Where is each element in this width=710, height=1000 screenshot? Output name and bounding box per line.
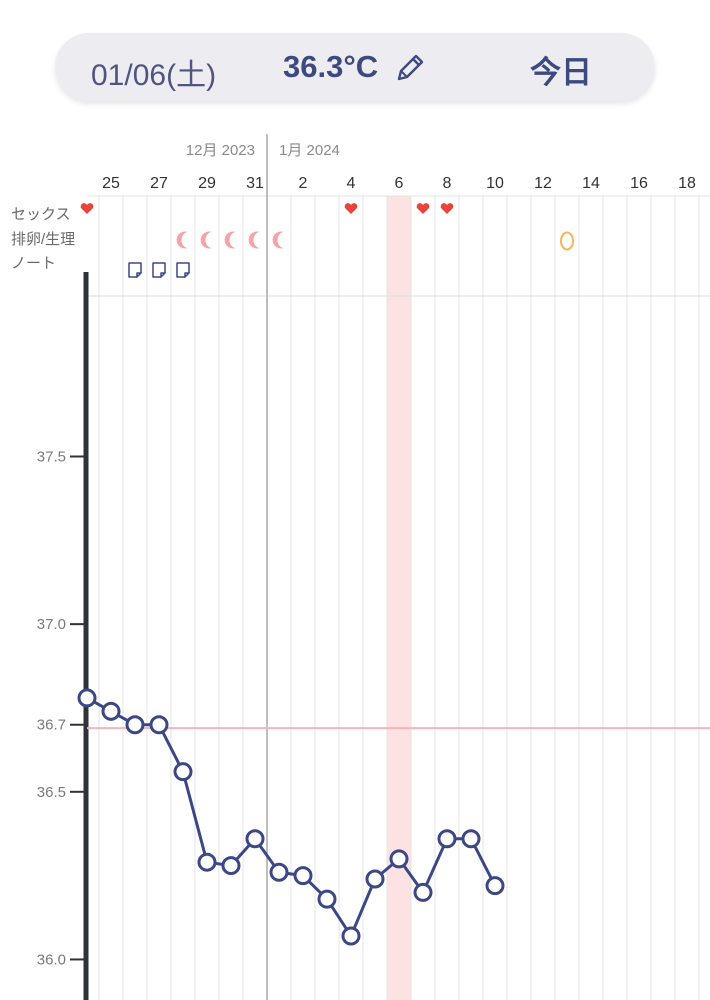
- y-tick-label: 37.0: [37, 616, 66, 633]
- y-tick-label: 36.5: [37, 784, 66, 801]
- x-tick-label: 2: [299, 175, 308, 192]
- temperature-point[interactable]: [269, 862, 289, 882]
- temperature-point[interactable]: [341, 926, 361, 946]
- temperature-point[interactable]: [293, 866, 313, 886]
- temperature-point[interactable]: [485, 876, 505, 896]
- moon-icon: [176, 231, 188, 249]
- moon-icon: [248, 231, 260, 249]
- x-tick-label: 14: [582, 175, 600, 192]
- temperature-point[interactable]: [173, 762, 193, 782]
- heart-icon: [416, 203, 430, 214]
- temperature-point[interactable]: [125, 715, 145, 735]
- row-label: セックス: [11, 206, 71, 223]
- heart-icon: [80, 203, 94, 214]
- temperature-point[interactable]: [77, 688, 97, 708]
- temperature-point[interactable]: [221, 856, 241, 876]
- moon-icon: [272, 231, 284, 249]
- header-bar: 01/06(土) 36.3°C 今日: [55, 33, 655, 101]
- x-tick-label: 18: [678, 175, 696, 192]
- row-label: ノート: [11, 255, 56, 272]
- x-tick-label: 8: [443, 175, 452, 192]
- moon-icon: [200, 231, 212, 249]
- temperature-value[interactable]: 36.3°C: [283, 49, 379, 84]
- heart-icon: [440, 203, 454, 214]
- x-tick-label: 16: [630, 175, 648, 192]
- temperature-point[interactable]: [437, 829, 457, 849]
- x-tick-label: 27: [150, 175, 168, 192]
- temperature-point[interactable]: [149, 715, 169, 735]
- row-label: 排卵/生理: [11, 231, 75, 248]
- x-tick-label: 6: [395, 175, 404, 192]
- selected-day-band: [387, 196, 411, 1000]
- temperature-point[interactable]: [317, 889, 337, 909]
- moon-icon: [224, 231, 236, 249]
- egg-icon: [560, 231, 574, 251]
- x-tick-label: 31: [246, 175, 264, 192]
- x-tick-label: 10: [486, 175, 504, 192]
- temperature-point[interactable]: [365, 869, 385, 889]
- month-label: 1月 2024: [279, 142, 340, 159]
- temperature-point[interactable]: [461, 829, 481, 849]
- temperature-point[interactable]: [389, 849, 409, 869]
- temperature-chart[interactable]: 12月 2023 1月 2024 25 27 29 31 2 4 6 8 10 12 14 16 18 セック…: [0, 120, 710, 1000]
- y-tick-label: 36.0: [37, 951, 66, 968]
- heart-icon: [344, 203, 358, 214]
- y-tick-label: 37.5: [37, 449, 66, 466]
- note-icon: [152, 262, 166, 278]
- x-tick-label: 25: [102, 175, 120, 192]
- temperature-point[interactable]: [245, 829, 265, 849]
- temperature-point[interactable]: [413, 882, 433, 902]
- temperature-point[interactable]: [197, 852, 217, 872]
- y-tick-label: 36.7: [37, 717, 66, 734]
- x-tick-label: 29: [198, 175, 216, 192]
- note-icon: [176, 262, 190, 278]
- x-tick-label: 12: [534, 175, 552, 192]
- month-label: 12月 2023: [186, 142, 255, 159]
- today-button[interactable]: 今日: [530, 55, 592, 90]
- pencil-icon[interactable]: [393, 51, 427, 85]
- temperature-point[interactable]: [101, 701, 121, 721]
- date-label[interactable]: 01/06(土): [91, 59, 217, 92]
- x-tick-label: 4: [347, 175, 356, 192]
- note-icon: [128, 262, 142, 278]
